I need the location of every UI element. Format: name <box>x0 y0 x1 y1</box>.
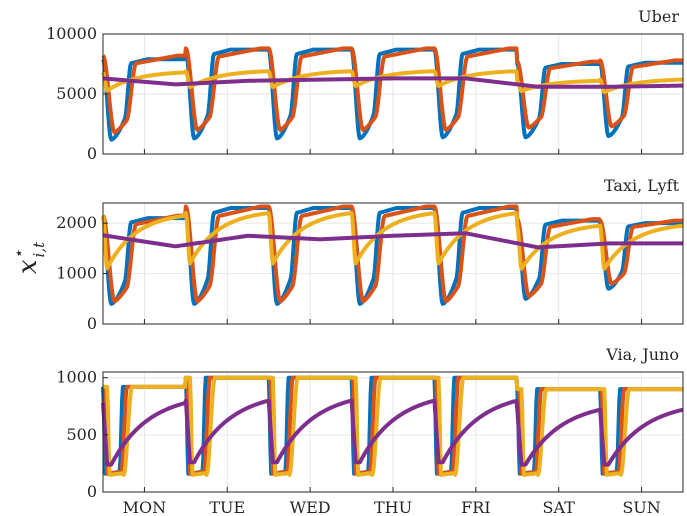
series-1-line <box>101 204 685 304</box>
x-tick-label: FRI <box>461 498 490 516</box>
y-axis-label-base: x <box>13 259 43 274</box>
series-2-line <box>101 211 685 271</box>
y-tick-label: 0 <box>87 482 97 501</box>
y-tick-label: 500 <box>66 425 97 444</box>
series-1-line <box>101 46 685 135</box>
x-tick-label: MON <box>123 498 167 516</box>
panel-title: Taxi, Lyft <box>604 176 680 195</box>
panel-uber: 0 5000 10000 Uber <box>46 7 685 163</box>
x-tick-label: TUE <box>209 498 245 516</box>
x-axis-day-labels: MON TUE WED THU FRI SAT SUN <box>123 149 661 516</box>
panel-taxi-lyft: 0 1000 2000 Taxi, Lyft <box>56 176 685 333</box>
y-tick-label: 0 <box>87 144 97 163</box>
x-tick-label: SUN <box>622 498 660 516</box>
y-axis-label-superscript: ⋆ <box>9 249 28 259</box>
series-3-line <box>101 231 685 250</box>
y-tick-label: 2000 <box>56 213 97 232</box>
series-2-line <box>101 375 685 477</box>
y-tick-label: 1000 <box>56 368 97 387</box>
panel-title: Via, Juno <box>605 345 679 364</box>
y-tick-label: 5000 <box>56 84 97 103</box>
y-tick-label: 0 <box>87 314 97 333</box>
series-3-line <box>101 398 685 467</box>
y-axis-label: x⋆ i,t <box>9 241 48 274</box>
y-tick-label: 10000 <box>46 24 97 43</box>
x-tick-label: THU <box>374 498 412 516</box>
y-tick-label: 1000 <box>56 264 97 283</box>
y-axis-label-subscript: i,t <box>30 241 48 258</box>
x-tick-label: SAT <box>543 498 576 516</box>
panel-title: Uber <box>638 7 679 26</box>
panel-via-juno: 0 500 1000 Via, Juno <box>56 345 685 501</box>
series-3-line <box>101 76 685 89</box>
x-tick-label: WED <box>290 498 331 516</box>
